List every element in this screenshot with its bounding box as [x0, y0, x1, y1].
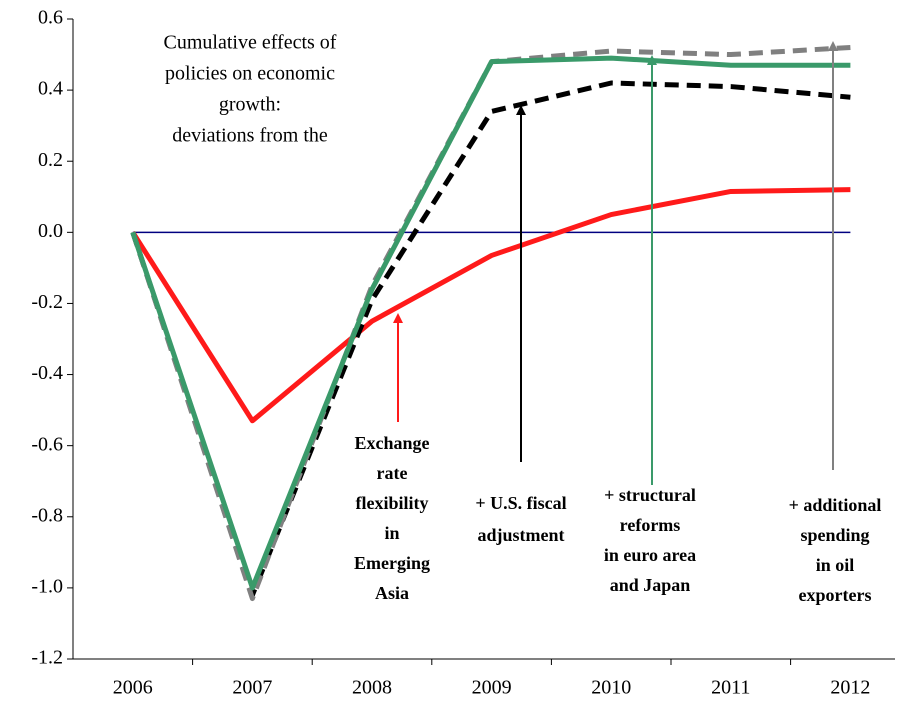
- series-line: [130, 80, 851, 598]
- annotation-text: + U.S. fiscal: [475, 493, 566, 513]
- y-tick-label: 0.6: [38, 7, 63, 29]
- x-tick-label: 2012: [830, 677, 870, 699]
- chart-title: deviations from the: [172, 125, 328, 147]
- annotation-text: rate: [377, 463, 408, 483]
- y-tick-label: 0.4: [38, 78, 63, 100]
- series-line: [130, 187, 851, 424]
- y-tick-label: -0.8: [31, 504, 63, 526]
- x-tick-label: 2009: [472, 677, 512, 699]
- annotation-text: exporters: [799, 585, 872, 605]
- annotation-text: in: [384, 523, 399, 543]
- y-tick-label: -0.6: [31, 433, 63, 455]
- annotation-text: flexibility: [356, 493, 429, 513]
- chart-title: policies on economic: [165, 63, 335, 85]
- x-tick-label: 2008: [352, 677, 392, 699]
- series-line: [130, 55, 851, 591]
- annotation-text: + additional: [789, 495, 882, 515]
- annotation-text: spending: [800, 525, 869, 545]
- y-tick-label: -1.2: [31, 647, 63, 669]
- annotation-text: + structural: [604, 485, 696, 505]
- x-tick-label: 2010: [591, 677, 631, 699]
- annotation-text: Exchange: [354, 433, 429, 453]
- annotation-text: in euro area: [604, 545, 696, 565]
- chart-title: growth:: [219, 94, 281, 116]
- chart-title: Cumulative effects of: [164, 32, 337, 54]
- annotation-text: and Japan: [610, 575, 691, 595]
- x-tick-label: 2007: [232, 677, 272, 699]
- annotation-text: reforms: [620, 515, 681, 535]
- annotation-text: adjustment: [477, 525, 564, 545]
- annotation-text: in oil: [816, 555, 855, 575]
- x-tick-label: 2006: [113, 677, 153, 699]
- y-tick-label: 0.2: [38, 149, 63, 171]
- annotation-text: Emerging: [354, 553, 430, 573]
- y-tick-label: -1.0: [31, 575, 63, 597]
- annotation-text: Asia: [375, 583, 409, 603]
- x-tick-label: 2011: [711, 677, 750, 699]
- y-tick-label: -0.4: [31, 362, 63, 384]
- y-tick-label: -0.2: [31, 291, 63, 313]
- y-tick-label: 0.0: [38, 220, 63, 242]
